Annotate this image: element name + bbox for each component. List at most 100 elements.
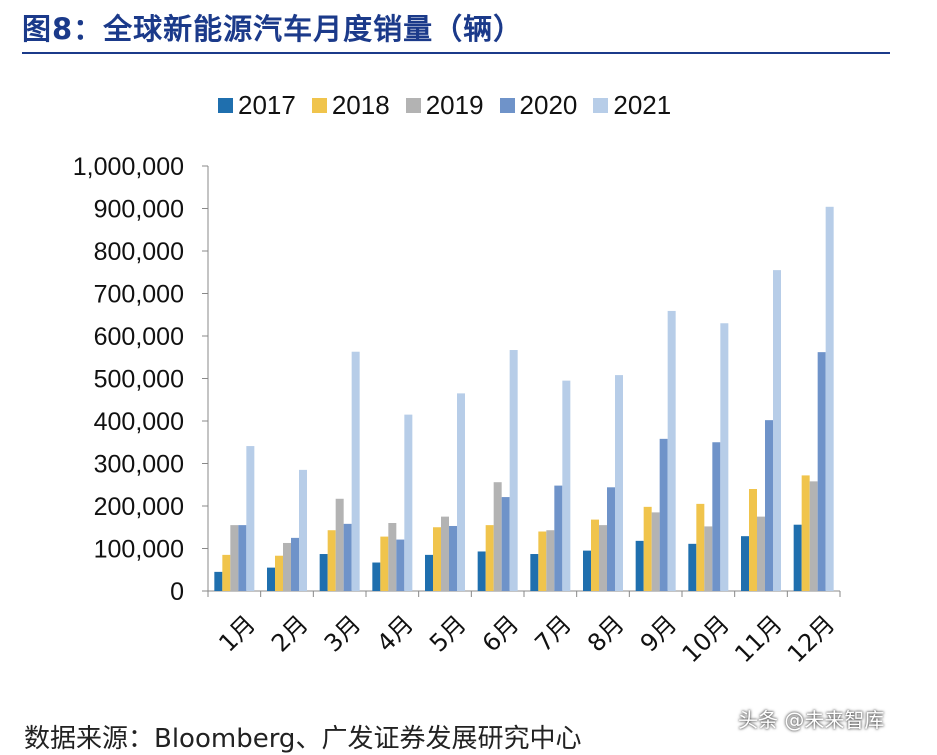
bar-2020-9 (659, 438, 668, 591)
legend-swatch (405, 98, 421, 113)
x-tick-label: 7月 (529, 610, 577, 658)
y-tick-label: 1,000,000 (73, 153, 184, 181)
bar-2020-5 (449, 525, 457, 591)
bar-2021-1 (246, 446, 255, 591)
bar-2017-7 (530, 554, 539, 591)
source-note: 数据来源：Bloomberg、广发证券发展研究中心 (24, 724, 582, 754)
bar-2019-4 (388, 523, 397, 591)
x-tick-label: 1月 (213, 610, 261, 658)
bar-2020-3 (343, 523, 352, 591)
bar-2019-6 (493, 482, 502, 591)
bar-2019-12 (809, 481, 818, 591)
legend-item-2020: 2020 (499, 90, 578, 121)
bar-2017-3 (319, 554, 328, 591)
bar-2020-2 (291, 537, 299, 591)
y-tick-label: 900,000 (94, 196, 184, 224)
bar-2021-6 (509, 350, 518, 591)
legend-label: 2021 (613, 90, 672, 120)
bar-2017-1 (214, 571, 223, 591)
y-tick-label: 500,000 (94, 366, 184, 394)
bar-2019-8 (599, 525, 607, 591)
bar-2020-4 (396, 539, 405, 591)
bar-2017-4 (372, 562, 381, 591)
bar-2021-8 (615, 375, 623, 591)
x-tick-label: 12月 (782, 610, 840, 668)
bar-2017-2 (267, 567, 275, 591)
bar-2020-6 (501, 497, 510, 591)
bar-2021-9 (667, 310, 676, 591)
bar-2020-7 (554, 485, 563, 591)
legend-label: 2018 (331, 90, 390, 120)
bar-2019-11 (757, 516, 765, 591)
bar-2020-8 (607, 487, 615, 591)
y-tick-label: 200,000 (94, 493, 184, 521)
bar-2019-2 (283, 542, 291, 591)
bar-2018-1 (222, 554, 231, 591)
bar-2017-6 (477, 551, 486, 591)
bar-2019-5 (441, 516, 449, 591)
chart-legend: 2017 2018 2019 2020 2021 (218, 90, 671, 121)
y-tick-label: 100,000 (94, 536, 184, 564)
bar-2021-2 (299, 469, 307, 591)
bar-2018-7 (538, 531, 547, 591)
bar-2021-4 (404, 414, 413, 591)
bar-2017-5 (425, 554, 433, 591)
x-tick-label: 3月 (319, 610, 367, 658)
bar-2017-10 (688, 543, 697, 591)
bar-2017-12 (793, 524, 802, 591)
x-tick-label: 11月 (729, 610, 787, 668)
bar-2021-11 (773, 270, 781, 591)
x-tick-label: 10月 (677, 610, 735, 668)
x-tick-label: 9月 (635, 610, 683, 658)
y-tick-label: 800,000 (94, 238, 184, 266)
legend-swatch (218, 98, 233, 113)
legend-label: 2020 (519, 90, 578, 120)
bar-2018-12 (801, 475, 810, 591)
bar-2019-1 (230, 525, 239, 591)
bar-2017-11 (741, 536, 749, 591)
legend-item-2017: 2017 (218, 90, 296, 121)
watermark: 头条 @未来智库 (738, 708, 885, 732)
legend-item-2019: 2019 (405, 90, 484, 121)
bar-2019-9 (651, 512, 660, 591)
bar-2018-2 (275, 555, 283, 591)
bar-2018-8 (591, 519, 599, 591)
x-tick-label: 5月 (424, 610, 472, 658)
bar-2021-5 (457, 393, 465, 591)
bar-2020-1 (238, 525, 247, 591)
legend-item-2018: 2018 (311, 90, 390, 121)
bar-2017-9 (635, 540, 644, 591)
bar-2018-11 (749, 489, 757, 591)
bar-2018-9 (643, 506, 652, 591)
bar-2018-5 (433, 527, 441, 591)
bar-2018-10 (696, 503, 705, 591)
bar-2020-11 (765, 420, 773, 591)
legend-item-2021: 2021 (593, 90, 671, 121)
bar-2019-3 (335, 498, 344, 591)
bar-2021-12 (825, 206, 834, 592)
legend-label: 2019 (425, 90, 484, 120)
bar-2021-3 (351, 351, 360, 591)
y-tick-label: 600,000 (94, 323, 184, 351)
bar-2018-6 (485, 525, 494, 591)
bar-2020-12 (817, 352, 826, 591)
bar-2018-4 (380, 536, 389, 591)
x-tick-label: 2月 (266, 610, 314, 658)
legend-swatch (499, 98, 515, 113)
bar-2019-7 (546, 530, 555, 591)
bar-2020-10 (712, 442, 721, 591)
x-tick-label: 6月 (477, 610, 525, 658)
bar-2019-10 (704, 526, 713, 591)
figure-title: 图8：全球新能源汽车月度销量（辆） (22, 12, 524, 46)
title-divider (22, 52, 890, 54)
bar-chart: 0 100,000 200,000 300,000 400,000 500,000 600,… (73, 153, 841, 668)
bar-2017-8 (583, 550, 591, 591)
x-tick-label: 4月 (371, 610, 419, 658)
x-tick-label: 8月 (582, 610, 630, 658)
legend-swatch (311, 98, 327, 113)
bar-2021-10 (720, 323, 729, 591)
legend-swatch (593, 98, 609, 113)
bar-2021-7 (562, 380, 571, 591)
y-tick-label: 300,000 (94, 451, 184, 479)
bar-2018-3 (327, 530, 336, 591)
